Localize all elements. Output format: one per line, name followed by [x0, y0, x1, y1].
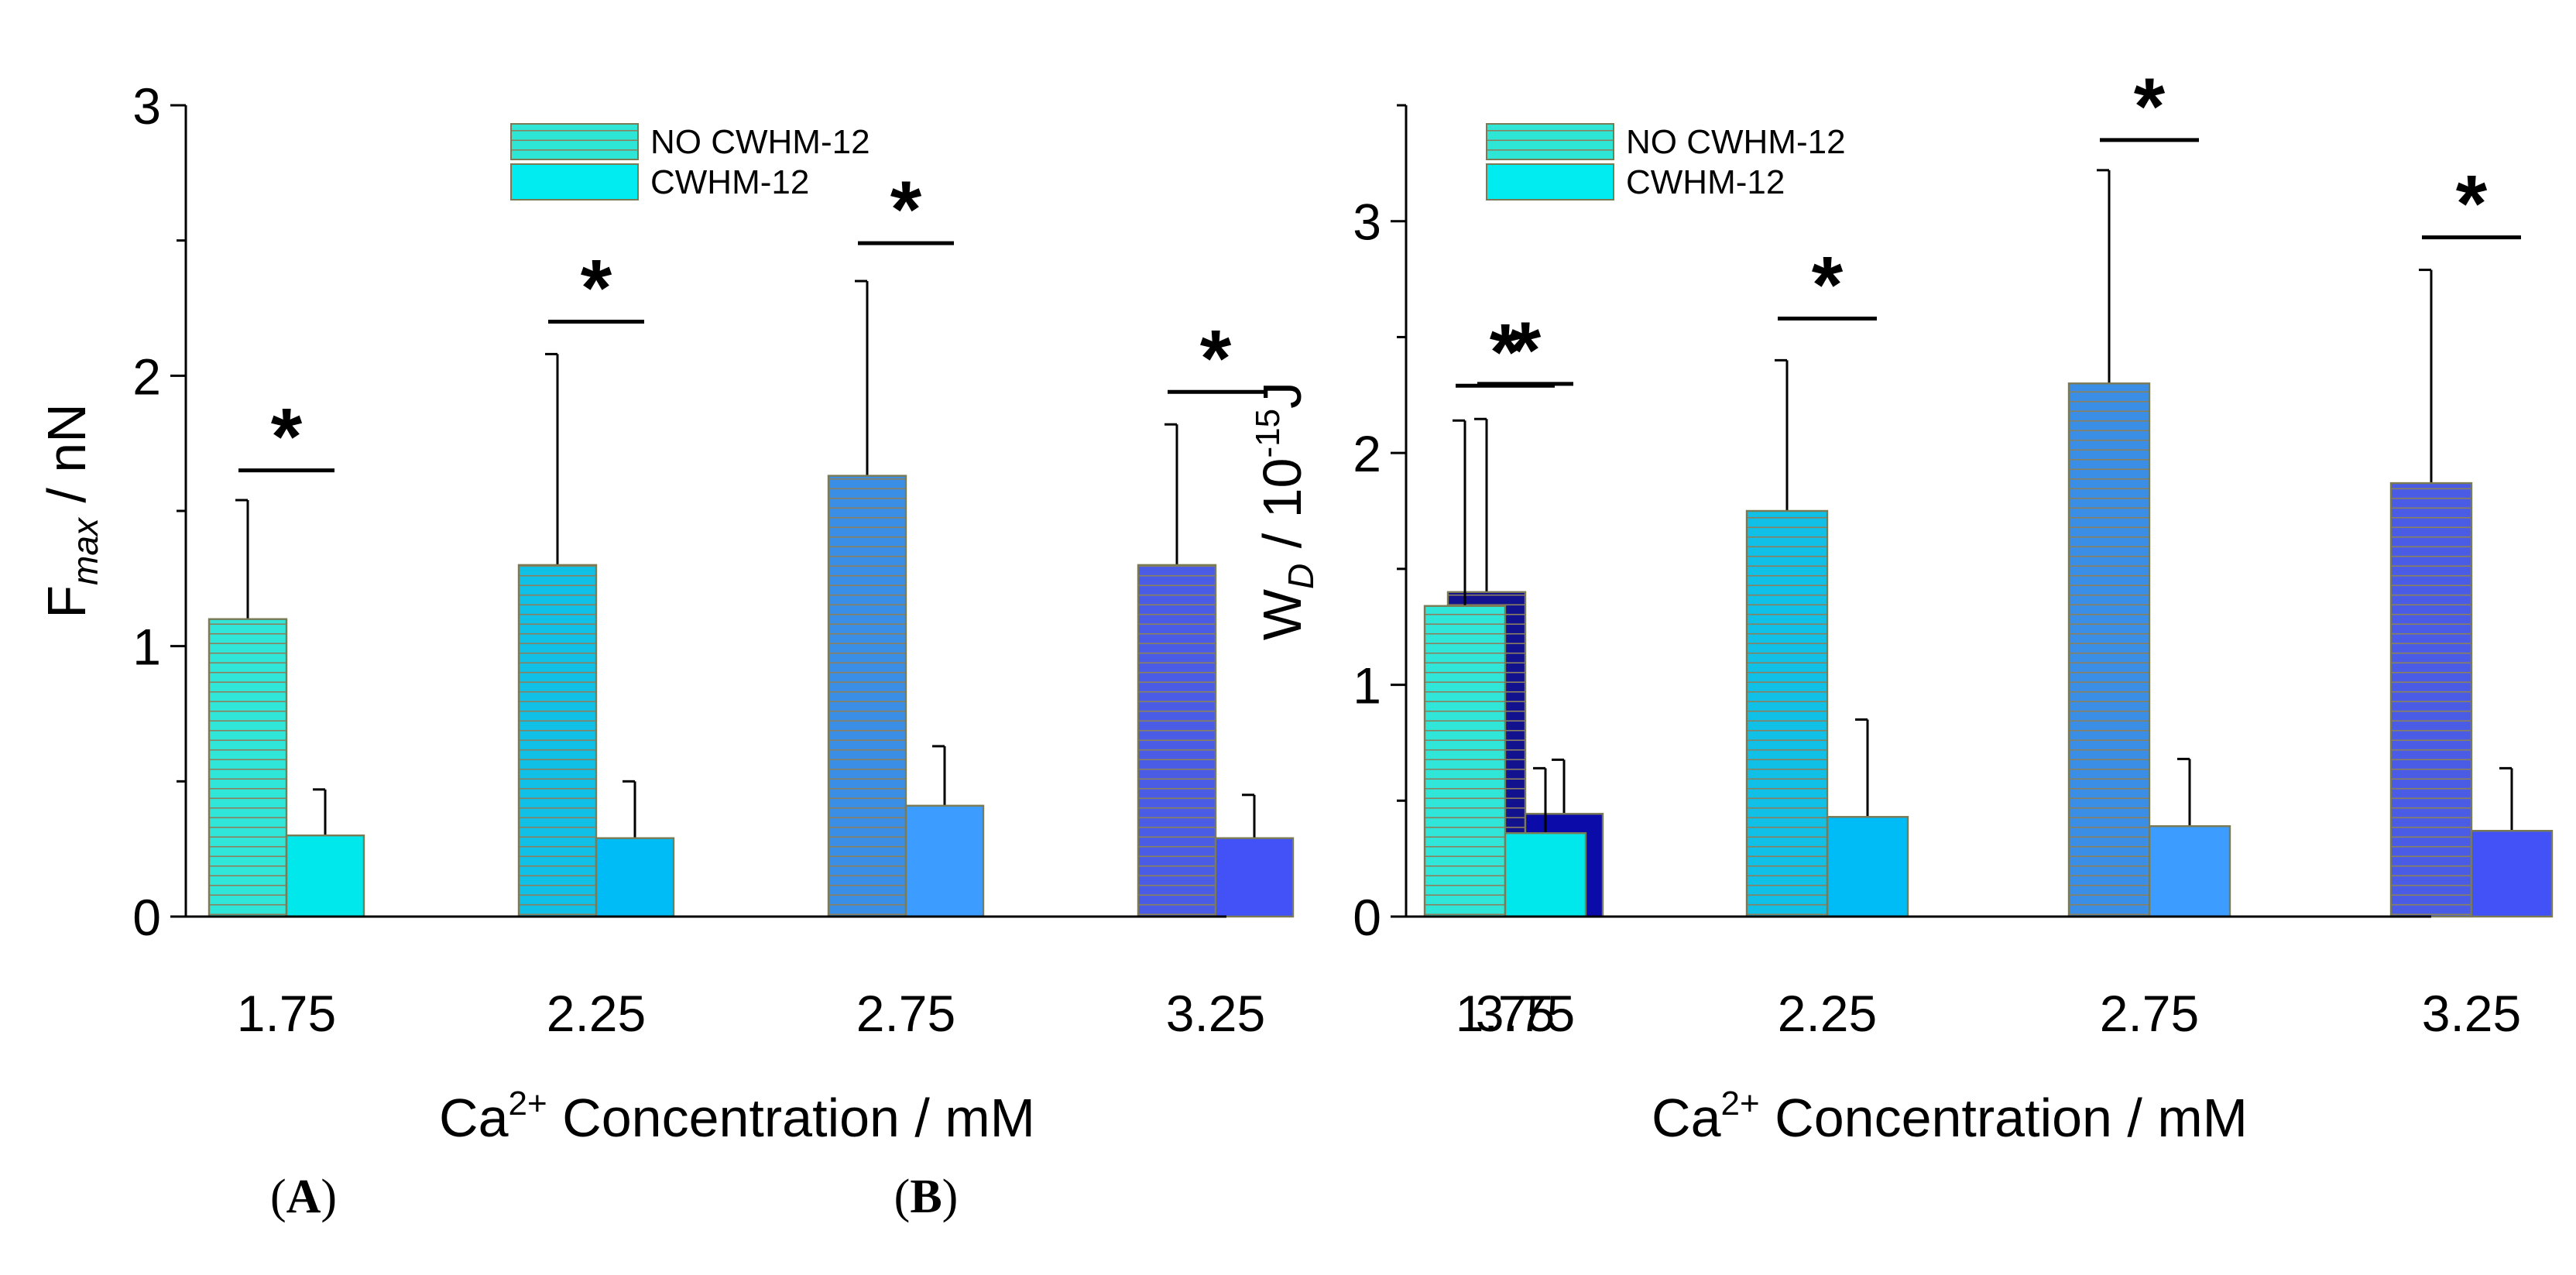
legend-swatch-no-cwhm: [510, 123, 639, 160]
bar-no-cwhm-2.25: [1745, 509, 1829, 918]
bar-no-cwhm-3.25: [2389, 482, 2473, 918]
y-axis-title: WD / 10-15J: [1249, 382, 1321, 640]
y-axis-title-base: W: [1252, 589, 1312, 640]
panel-label: (B): [894, 1170, 959, 1223]
x-tick-label-1.75: 1.75: [1456, 985, 1555, 1042]
y-axis-title: Fmax / nN: [36, 403, 105, 619]
significance-star-2.25: *: [581, 243, 612, 333]
y-tick-label-1: 1: [132, 619, 161, 676]
panel-label-letter: B: [910, 1170, 942, 1223]
legend-swatch-cwhm: [510, 163, 639, 201]
x-tick-label-3.75: 3.75: [1476, 985, 1575, 1042]
y-tick-label-2: 2: [132, 348, 161, 405]
y-tick-label-2: 2: [1353, 425, 1381, 482]
panel-label-letter: A: [286, 1170, 321, 1223]
panel-label-close: ): [942, 1170, 959, 1223]
y-axis-title-mid: / 10: [1252, 458, 1312, 564]
legend-label-no-cwhm: NO CWHM-12: [650, 123, 870, 161]
legend-swatch-cwhm: [1486, 163, 1614, 201]
bar-no-cwhm-1.75: [208, 618, 288, 918]
significance-star-1.75: *: [1490, 307, 1521, 397]
x-axis-title-base: Ca: [439, 1088, 509, 1148]
x-tick-label-1.75: 1.75: [237, 985, 336, 1042]
x-axis-title-base: Ca: [1652, 1088, 1721, 1148]
panel-label: (A): [270, 1170, 337, 1223]
x-axis-title: Ca2+ Concentration / mM: [439, 1085, 1035, 1148]
x-axis-title: Ca2+ Concentration / mM: [1652, 1085, 2248, 1148]
x-axis-title-sup: 2+: [509, 1085, 547, 1122]
significance-star-3.25: *: [1200, 314, 1232, 403]
significance-star-3.75: *: [1510, 306, 1542, 396]
bar-cwhm-1.75: [285, 834, 365, 918]
x-tick-label-2.75: 2.75: [2100, 985, 2199, 1042]
y-tick-label-3: 3: [1353, 194, 1381, 251]
bar-cwhm-2.75: [904, 804, 985, 918]
x-axis-title-rest: Concentration / mM: [547, 1088, 1035, 1148]
bar-cwhm-3.25: [1214, 837, 1295, 918]
y-axis-title-base: F: [36, 585, 97, 619]
bar-cwhm-2.25: [595, 837, 675, 918]
significance-star-2.25: *: [1812, 240, 1844, 330]
bar-no-cwhm-3.25: [1137, 564, 1217, 918]
x-tick-label-3.25: 3.25: [1166, 985, 1265, 1042]
legend-label-cwhm: CWHM-12: [1626, 163, 1785, 201]
panel-label-close: ): [321, 1170, 337, 1223]
legend-label-cwhm: CWHM-12: [650, 163, 809, 201]
legend-label-no-cwhm: NO CWHM-12: [1626, 123, 1846, 161]
bar-no-cwhm-2.75: [827, 475, 907, 918]
y-tick-label-0: 0: [132, 889, 161, 946]
bar-no-cwhm-1.75: [1423, 605, 1507, 918]
x-tick-label-3.25: 3.25: [2422, 985, 2521, 1042]
bar-cwhm-2.75: [2148, 825, 2231, 918]
y-axis-title-sub: max: [65, 516, 105, 585]
bar-no-cwhm-2.25: [517, 564, 598, 918]
y-tick-label-1: 1: [1353, 657, 1381, 715]
y-axis-title-rest: J: [1252, 382, 1312, 409]
panel-label-open: (: [894, 1170, 911, 1223]
y-tick-label-3: 3: [132, 77, 161, 135]
panel-label-open: (: [270, 1170, 286, 1223]
bar-cwhm-3.25: [2470, 830, 2554, 918]
bar-cwhm-2.25: [1826, 816, 1909, 918]
y-axis-title-sup: -15: [1249, 409, 1287, 458]
x-axis-title-sup: 2+: [1721, 1085, 1760, 1122]
significance-star-3.25: *: [2456, 159, 2488, 249]
x-tick-label-2.25: 2.25: [1778, 985, 1877, 1042]
y-axis-title-sub: D: [1281, 564, 1321, 589]
x-tick-label-2.25: 2.25: [547, 985, 646, 1042]
bar-no-cwhm-2.75: [2067, 382, 2151, 918]
x-tick-label-2.75: 2.75: [856, 985, 955, 1042]
y-axis-title-rest: / nN: [36, 403, 97, 518]
significance-star-2.75: *: [890, 165, 922, 255]
legend-swatch-no-cwhm: [1486, 123, 1614, 160]
bar-cwhm-1.75: [1504, 832, 1587, 918]
y-tick-label-0: 0: [1353, 889, 1381, 946]
significance-star-1.75: *: [271, 392, 303, 482]
significance-star-2.75: *: [2134, 62, 2166, 152]
x-axis-title-rest: Concentration / mM: [1760, 1088, 2248, 1148]
